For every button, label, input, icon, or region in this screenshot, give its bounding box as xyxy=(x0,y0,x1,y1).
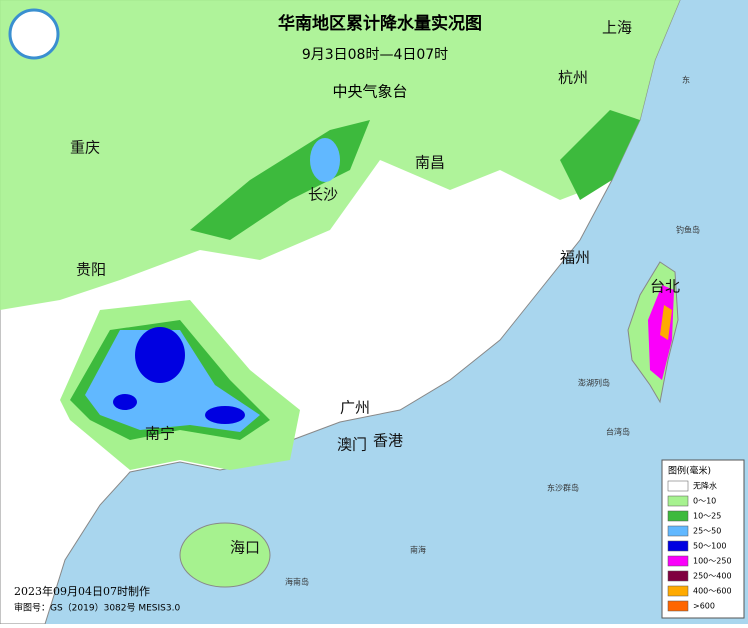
legend-swatch xyxy=(667,510,689,522)
city: 贵阳 xyxy=(76,261,106,279)
city: 重庆 xyxy=(70,139,100,157)
place: 海南岛 xyxy=(285,577,309,587)
city: 上海 xyxy=(602,19,632,37)
agency: 中央气象台 xyxy=(332,83,407,101)
legend-label: 250～400 xyxy=(693,572,732,581)
legend-label: 0～10 xyxy=(693,497,716,506)
city: 香港 xyxy=(373,432,403,450)
city: 长沙 xyxy=(308,186,338,204)
city: 南昌 xyxy=(415,154,445,172)
city: 福州 xyxy=(560,249,590,267)
legend-swatch xyxy=(667,600,689,612)
place: 钓鱼岛 xyxy=(676,225,700,235)
place: 东 xyxy=(682,75,690,85)
subtitle: 9月3日08时—4日07时 xyxy=(302,47,448,63)
title: 华南地区累计降水量实况图 xyxy=(278,13,482,34)
place: 东沙群岛 xyxy=(547,483,579,493)
legend-swatch xyxy=(667,570,689,582)
city: 海口 xyxy=(230,539,260,557)
legend-swatch xyxy=(667,480,689,492)
legend-label: 无降水 xyxy=(693,481,717,491)
legend-swatch xyxy=(667,540,689,552)
place: 南海 xyxy=(410,545,426,555)
made-time: 2023年09月04日07时制作 xyxy=(14,584,150,598)
legend-label: 400～600 xyxy=(693,587,732,596)
city: 杭州 xyxy=(558,69,588,87)
legend-title: 图例(毫米) xyxy=(668,465,711,477)
rain-extreme xyxy=(660,305,672,340)
legend-swatch xyxy=(667,525,689,537)
legend-swatch xyxy=(667,555,689,567)
city: 广州 xyxy=(340,399,370,417)
rain-storm xyxy=(205,406,245,424)
legend-swatch xyxy=(667,585,689,597)
legend-label: 25～50 xyxy=(693,527,721,536)
rain-heavy xyxy=(310,138,340,182)
legend-label: >600 xyxy=(693,602,715,611)
legend: 图例(毫米) 无降水 0～10 10～25 25～50 50～100 100～250 250… xyxy=(661,459,745,619)
place: 澎湖列岛 xyxy=(578,378,610,388)
hainan xyxy=(179,522,271,588)
city: 台北 xyxy=(650,278,680,296)
place: 台湾岛 xyxy=(606,427,630,437)
logo xyxy=(8,8,60,60)
legend-label: 50～100 xyxy=(693,542,726,551)
approval: 审图号：GS（2019）3082号 MESIS3.0 xyxy=(14,602,180,614)
rain-storm xyxy=(135,327,185,383)
legend-label: 10～25 xyxy=(693,512,721,521)
city: 澳门 xyxy=(337,436,367,454)
rain-storm xyxy=(113,394,137,410)
city: 南宁 xyxy=(145,425,175,443)
rain-moderate xyxy=(560,110,640,200)
legend-swatch xyxy=(667,495,689,507)
legend-label: 100～250 xyxy=(693,557,732,566)
